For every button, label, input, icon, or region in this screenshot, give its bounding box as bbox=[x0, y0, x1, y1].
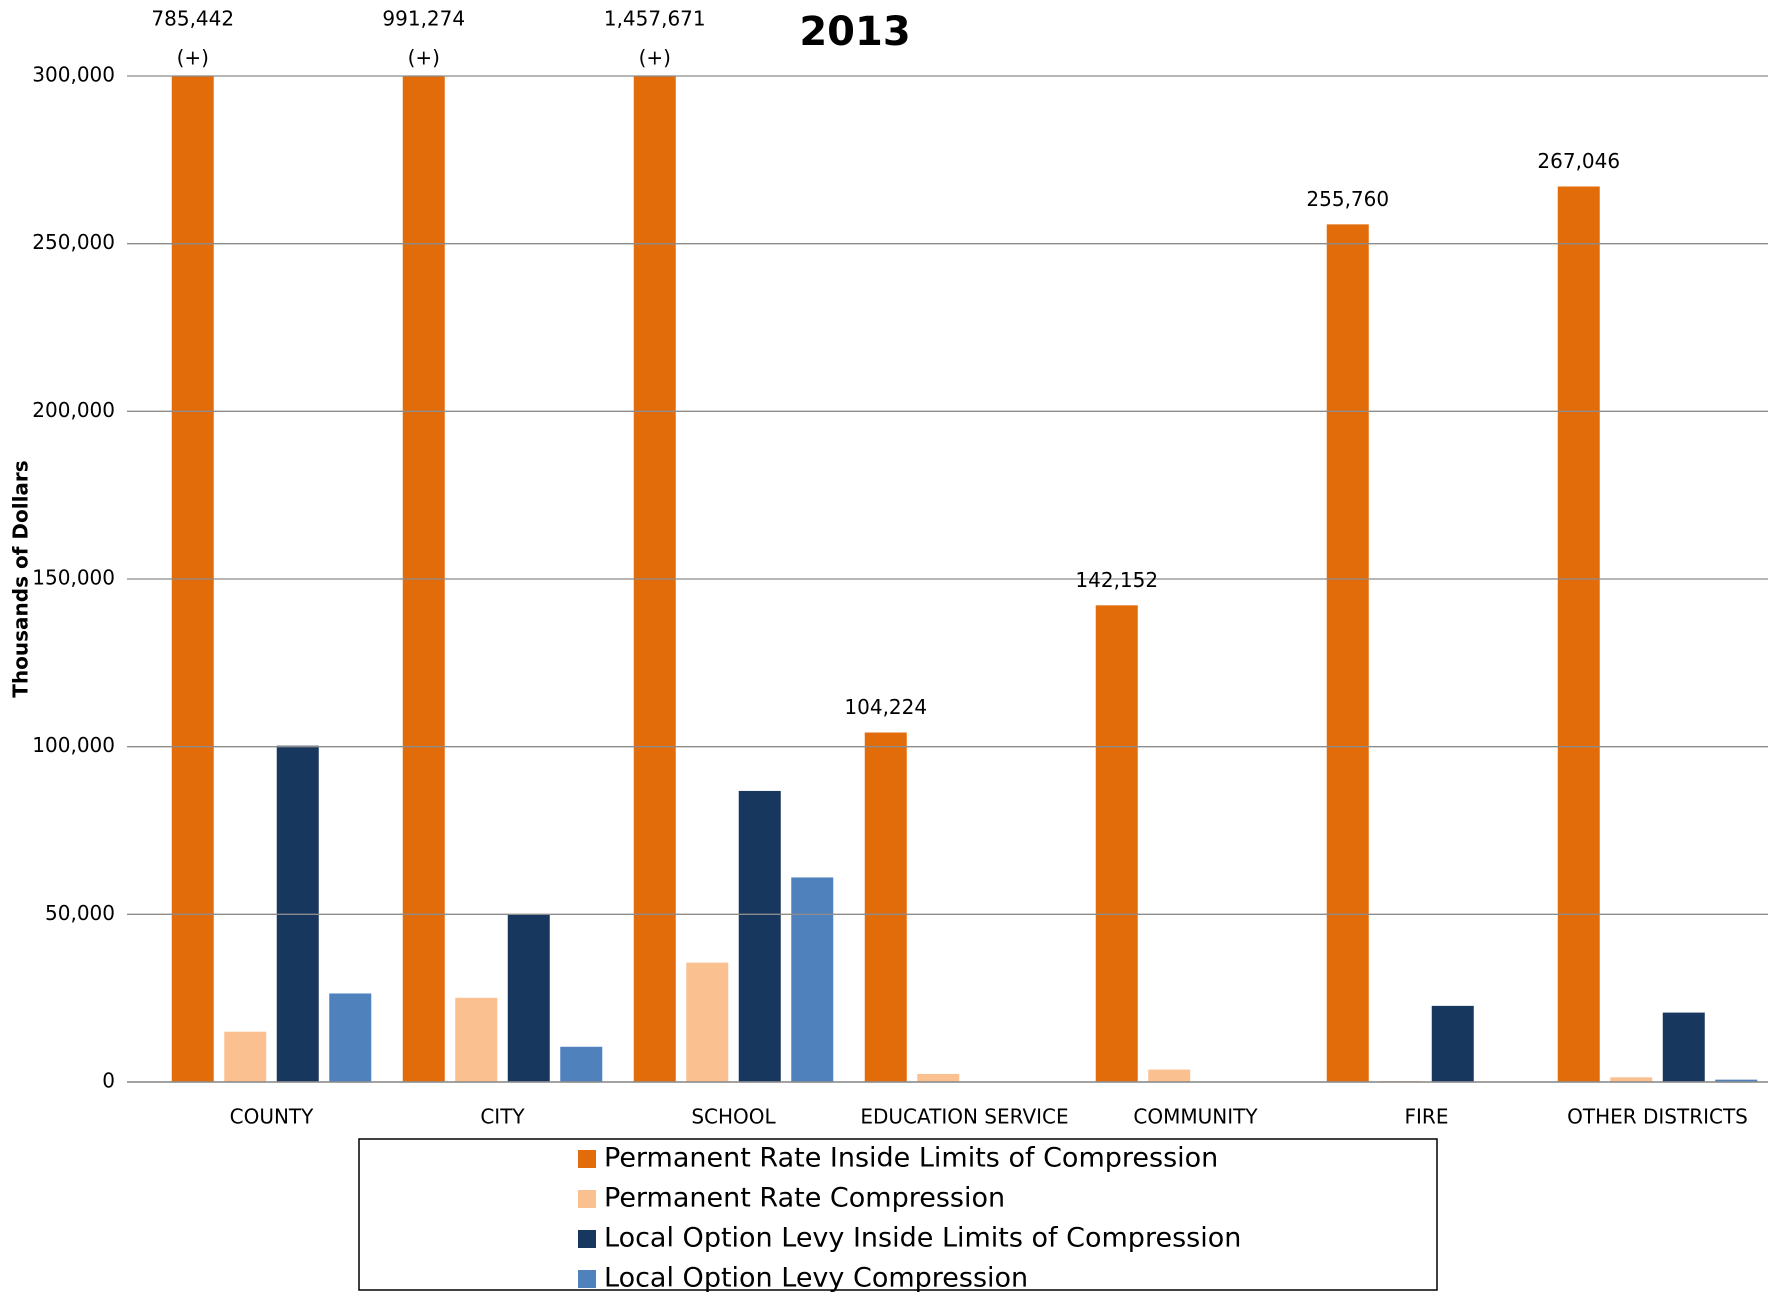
bar bbox=[738, 790, 781, 1082]
legend-swatch bbox=[578, 1150, 596, 1168]
legend-swatch bbox=[578, 1270, 596, 1288]
value-label: 142,152 bbox=[1075, 568, 1158, 592]
value-label: 267,046 bbox=[1537, 149, 1620, 173]
plot-area bbox=[171, 76, 1758, 1083]
value-label: 785,442 bbox=[151, 7, 234, 31]
bar bbox=[633, 76, 676, 1082]
bar bbox=[791, 877, 834, 1082]
bar bbox=[507, 915, 550, 1082]
x-tick-label: COUNTY bbox=[230, 1105, 315, 1129]
x-tick-label: CITY bbox=[480, 1105, 525, 1129]
x-tick-label: SCHOOL bbox=[691, 1105, 776, 1129]
bar bbox=[1557, 186, 1600, 1083]
bar bbox=[560, 1046, 603, 1082]
overflow-annotation: (+) bbox=[408, 46, 440, 70]
bar bbox=[1431, 1005, 1474, 1082]
x-tick-label: OTHER DISTRICTS bbox=[1567, 1105, 1748, 1129]
bar bbox=[1095, 605, 1138, 1082]
bar bbox=[1715, 1079, 1758, 1082]
overflow-annotation: (+) bbox=[639, 46, 671, 70]
chart-title: 2013 bbox=[799, 9, 910, 55]
bar bbox=[329, 993, 372, 1082]
legend-label: Permanent Rate Compression bbox=[604, 1183, 1005, 1214]
legend-swatch bbox=[578, 1190, 596, 1208]
y-tick-label: 0 bbox=[102, 1069, 115, 1093]
bar bbox=[455, 997, 498, 1082]
y-tick-label: 100,000 bbox=[32, 733, 115, 757]
y-axis-label: Thousands of Dollars bbox=[9, 460, 33, 697]
legend-swatch bbox=[578, 1230, 596, 1248]
bar bbox=[171, 76, 214, 1082]
x-tick-label: FIRE bbox=[1405, 1105, 1449, 1129]
value-label: 1,457,671 bbox=[604, 7, 706, 31]
bar bbox=[402, 76, 445, 1082]
legend-box bbox=[358, 1138, 1438, 1291]
bar bbox=[864, 732, 907, 1082]
x-tick-label: EDUCATION SERVICE bbox=[860, 1105, 1068, 1129]
bar bbox=[1326, 224, 1369, 1083]
x-tick-label: COMMUNITY bbox=[1133, 1105, 1258, 1129]
bar bbox=[1148, 1069, 1191, 1082]
bar bbox=[224, 1031, 267, 1082]
y-tick-label: 50,000 bbox=[45, 901, 115, 925]
value-label: 255,760 bbox=[1306, 187, 1389, 211]
bar bbox=[1662, 1012, 1705, 1082]
y-tick-label: 300,000 bbox=[32, 63, 115, 87]
y-tick-label: 150,000 bbox=[32, 566, 115, 590]
value-label: 104,224 bbox=[844, 695, 927, 719]
overflow-annotation: (+) bbox=[177, 46, 209, 70]
legend-label: Permanent Rate Inside Limits of Compress… bbox=[604, 1143, 1218, 1174]
bar bbox=[1610, 1077, 1653, 1082]
legend-label: Local Option Levy Compression bbox=[604, 1263, 1028, 1293]
y-tick-label: 200,000 bbox=[32, 398, 115, 422]
bar bbox=[917, 1073, 960, 1082]
legend-label: Local Option Levy Inside Limits of Compr… bbox=[604, 1223, 1241, 1254]
y-tick-label: 250,000 bbox=[32, 230, 115, 254]
value-label: 991,274 bbox=[382, 7, 465, 31]
bar bbox=[686, 962, 729, 1082]
